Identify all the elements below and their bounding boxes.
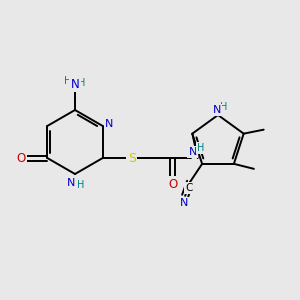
- Text: H: H: [78, 78, 86, 88]
- Text: O: O: [17, 152, 26, 164]
- Text: S: S: [128, 152, 136, 164]
- Text: H: H: [220, 102, 228, 112]
- Text: H: H: [77, 180, 85, 190]
- Text: N: N: [70, 77, 80, 91]
- Text: N: N: [180, 198, 188, 208]
- Text: H: H: [64, 76, 72, 86]
- Text: O: O: [168, 178, 177, 190]
- Text: N: N: [188, 147, 197, 157]
- Text: N: N: [67, 178, 75, 188]
- Text: C: C: [185, 183, 193, 193]
- Text: H: H: [197, 143, 204, 153]
- Text: N: N: [104, 119, 113, 129]
- Text: N: N: [213, 105, 221, 115]
